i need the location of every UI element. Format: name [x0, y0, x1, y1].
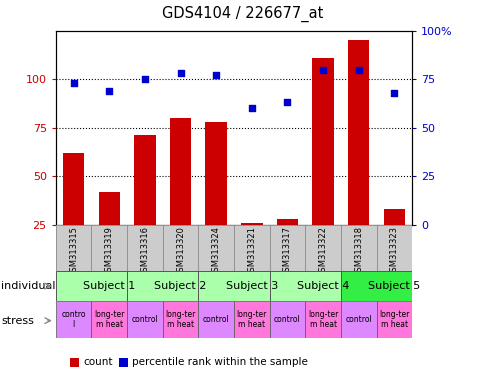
Bar: [163, 301, 198, 338]
Text: GSM313320: GSM313320: [176, 226, 185, 277]
Text: GSM313322: GSM313322: [318, 226, 327, 277]
Text: GSM313319: GSM313319: [105, 226, 114, 277]
Point: [105, 88, 113, 94]
Bar: [134, 136, 155, 273]
Text: GSM313315: GSM313315: [69, 226, 78, 277]
Bar: [269, 301, 305, 338]
Text: long-ter
m heat: long-ter m heat: [236, 310, 267, 329]
Bar: [348, 40, 369, 273]
Text: control: control: [273, 315, 300, 324]
Text: control: control: [202, 315, 229, 324]
Bar: [312, 58, 333, 273]
Point: [247, 105, 255, 111]
Bar: [56, 301, 91, 338]
Bar: [127, 225, 163, 271]
Text: GSM313323: GSM313323: [389, 226, 398, 277]
Point: [318, 66, 326, 73]
Bar: [376, 301, 411, 338]
Point: [283, 99, 291, 106]
Bar: [198, 301, 234, 338]
Text: GSM313318: GSM313318: [353, 226, 363, 277]
Text: count: count: [83, 357, 113, 367]
Bar: [127, 301, 163, 338]
Bar: [56, 271, 127, 301]
Text: long-ter
m heat: long-ter m heat: [94, 310, 124, 329]
Bar: [56, 225, 91, 271]
Point: [70, 80, 77, 86]
Point: [141, 76, 149, 82]
Bar: [198, 225, 234, 271]
Bar: [119, 358, 127, 367]
Text: Subject 2: Subject 2: [154, 281, 206, 291]
Point: [354, 66, 362, 73]
Text: GSM313324: GSM313324: [211, 226, 220, 277]
Text: Subject 1: Subject 1: [83, 281, 135, 291]
Point: [212, 72, 220, 78]
Bar: [340, 271, 411, 301]
Bar: [305, 301, 340, 338]
Bar: [376, 225, 411, 271]
Point: [390, 90, 397, 96]
Bar: [233, 225, 269, 271]
Text: individual: individual: [1, 281, 55, 291]
Bar: [383, 209, 404, 273]
Bar: [241, 223, 262, 273]
Bar: [305, 225, 340, 271]
Text: long-ter
m heat: long-ter m heat: [378, 310, 409, 329]
Bar: [340, 301, 376, 338]
Text: GDS4104 / 226677_at: GDS4104 / 226677_at: [162, 6, 322, 22]
Bar: [163, 225, 198, 271]
Text: Subject 5: Subject 5: [367, 281, 420, 291]
Text: long-ter
m heat: long-ter m heat: [165, 310, 196, 329]
Text: percentile rank within the sample: percentile rank within the sample: [132, 357, 307, 367]
Bar: [63, 153, 84, 273]
Bar: [91, 225, 127, 271]
Bar: [98, 192, 120, 273]
Bar: [269, 271, 340, 301]
Bar: [205, 122, 227, 273]
Text: long-ter
m heat: long-ter m heat: [307, 310, 338, 329]
Bar: [91, 301, 127, 338]
Text: GSM313317: GSM313317: [282, 226, 291, 277]
Bar: [127, 271, 198, 301]
Text: GSM313321: GSM313321: [247, 226, 256, 277]
Text: Subject 3: Subject 3: [225, 281, 277, 291]
Bar: [70, 358, 79, 367]
Bar: [169, 118, 191, 273]
Bar: [340, 225, 376, 271]
Text: contro
l: contro l: [61, 310, 86, 329]
Text: control: control: [131, 315, 158, 324]
Text: GSM313316: GSM313316: [140, 226, 149, 277]
Text: control: control: [345, 315, 371, 324]
Bar: [276, 219, 298, 273]
Text: stress: stress: [1, 316, 34, 326]
Point: [176, 70, 184, 76]
Bar: [269, 225, 305, 271]
Text: Subject 4: Subject 4: [296, 281, 348, 291]
Bar: [198, 271, 269, 301]
Bar: [233, 301, 269, 338]
